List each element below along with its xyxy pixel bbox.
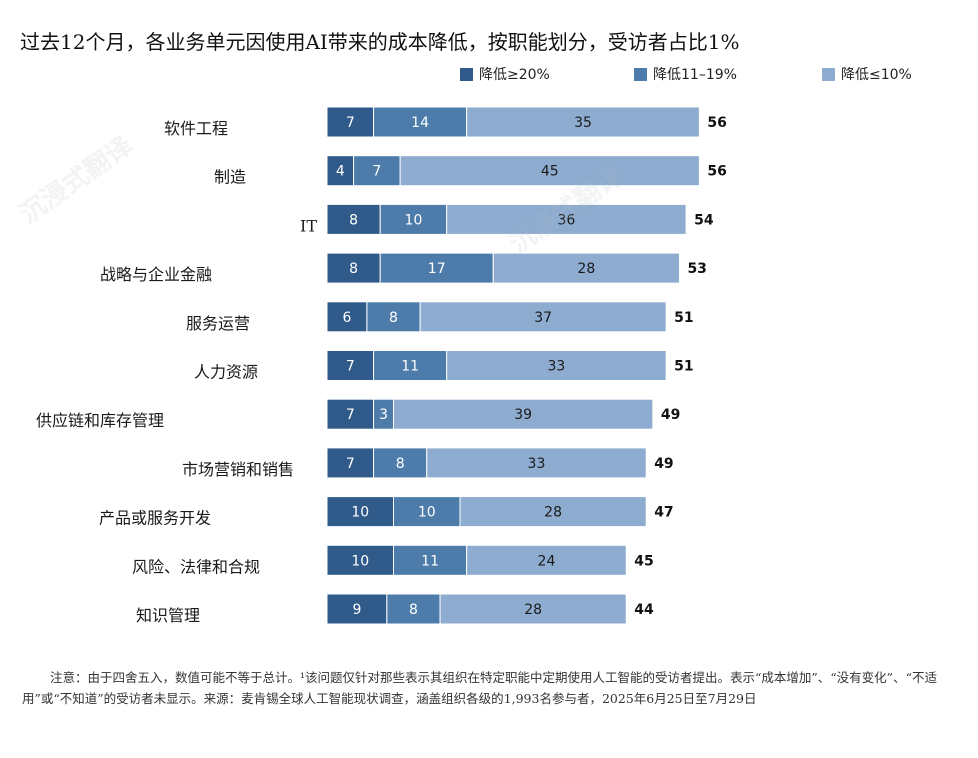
segment-value-label: 28 — [524, 602, 542, 618]
segment-value-label: 37 — [534, 310, 552, 326]
segment-value-label: 28 — [544, 505, 562, 521]
segment-value-label: 8 — [409, 602, 418, 618]
bar-segment — [326, 544, 394, 576]
segment-value-label: 6 — [342, 310, 351, 326]
chart-title: 过去12个月，各业务单元因使用AI带来的成本降低，按职能划分，受访者占比1% — [20, 30, 740, 54]
bar-segment — [326, 593, 388, 625]
segment-value-label: 9 — [352, 602, 361, 618]
segment-value-label: 39 — [514, 407, 532, 423]
segment-value-label: 10 — [351, 553, 369, 569]
legend-swatch-series1 — [460, 67, 473, 81]
bar-segment — [446, 203, 687, 235]
segment-value-label: 8 — [349, 212, 358, 228]
bar-segment — [373, 106, 468, 138]
category-label: 风险、法律和合规 — [132, 557, 260, 576]
bar-segment — [466, 544, 627, 576]
legend-label-series1: 降低≥20% — [479, 67, 550, 83]
bar-segment — [326, 203, 381, 235]
total-value-label: 54 — [694, 212, 714, 228]
segment-value-label: 14 — [411, 115, 429, 131]
total-value-label: 56 — [707, 164, 726, 180]
segment-value-label: 33 — [528, 456, 546, 472]
bar-segment — [326, 447, 375, 479]
bar-segment — [419, 301, 667, 333]
segment-value-label: 8 — [396, 456, 405, 472]
total-value-label: 51 — [674, 310, 693, 326]
segment-value-label: 35 — [574, 115, 592, 131]
legend-item-series1: 降低≥20% — [460, 64, 550, 84]
segment-value-label: 7 — [346, 407, 355, 423]
bar-segment — [426, 447, 647, 479]
total-value-label: 53 — [687, 261, 706, 277]
segment-value-label: 10 — [405, 212, 423, 228]
bar-segment — [326, 155, 355, 187]
category-label: 战略与企业金融 — [100, 265, 212, 284]
category-label: 产品或服务开发 — [99, 509, 211, 528]
segment-value-label: 7 — [346, 359, 355, 375]
total-value-label: 44 — [634, 602, 654, 618]
bar-segment — [373, 350, 448, 381]
category-label: 服务运营 — [186, 314, 250, 333]
segment-value-label: 36 — [557, 212, 575, 228]
legend-label-series2: 降低11–19% — [653, 67, 737, 83]
segment-value-label: 28 — [577, 261, 595, 277]
bar-segment — [459, 496, 647, 528]
segment-value-label: 7 — [372, 164, 381, 180]
category-label: IT — [300, 216, 317, 235]
bar-segment — [326, 301, 368, 333]
category-label: 软件工程 — [164, 119, 228, 138]
bar-segment — [399, 155, 700, 187]
bar-segment — [366, 301, 421, 333]
bar-segment — [492, 252, 680, 284]
legend-item-series3: 降低≤10% — [822, 64, 912, 84]
total-value-label: 47 — [654, 505, 673, 521]
bar-segment — [326, 350, 375, 381]
total-value-label: 45 — [634, 553, 653, 569]
segment-value-label: 33 — [548, 359, 566, 375]
total-value-label: 51 — [674, 359, 693, 375]
total-value-label: 49 — [661, 407, 680, 423]
bar-segment — [446, 350, 667, 381]
bar-segment — [326, 398, 375, 430]
bar-segment — [466, 106, 700, 138]
total-value-label: 49 — [654, 456, 673, 472]
bar-segment — [439, 593, 627, 625]
legend-item-series2: 降低11–19% — [634, 64, 737, 84]
category-label: 供应链和库存管理 — [36, 411, 164, 430]
segment-value-label: 8 — [389, 310, 398, 326]
category-label: 制造 — [214, 168, 246, 187]
segment-value-label: 3 — [379, 407, 388, 423]
segment-value-label: 10 — [351, 505, 369, 521]
bar-segment — [393, 398, 654, 430]
segment-value-label: 24 — [538, 553, 556, 569]
segment-value-label: 17 — [428, 261, 446, 277]
category-label: 市场营销和销售 — [182, 460, 294, 479]
bar-segment — [393, 544, 468, 576]
footnote: 注意：由于四舍五入，数值可能不等于总计。¹该问题仅针对那些表示其组织在特定职能中… — [22, 670, 937, 706]
legend-swatch-series3 — [822, 67, 835, 81]
segment-value-label: 11 — [401, 359, 419, 375]
total-value-label: 56 — [707, 115, 726, 131]
category-label: 知识管理 — [136, 606, 200, 625]
bar-segment — [353, 155, 401, 187]
bar-segment — [373, 447, 428, 479]
bar-segment — [379, 252, 494, 284]
segment-value-label: 8 — [349, 261, 358, 277]
bar-segment — [326, 252, 381, 284]
segment-value-label: 7 — [346, 456, 355, 472]
segment-value-label: 11 — [421, 553, 439, 569]
segment-value-label: 7 — [346, 115, 355, 131]
segment-value-label: 10 — [418, 505, 436, 521]
category-label: 人力资源 — [194, 363, 258, 382]
legend-label-series3: 降低≤10% — [841, 67, 912, 83]
segment-value-label: 4 — [336, 164, 345, 180]
legend-swatch-series2 — [634, 67, 647, 81]
segment-value-label: 45 — [541, 164, 559, 180]
